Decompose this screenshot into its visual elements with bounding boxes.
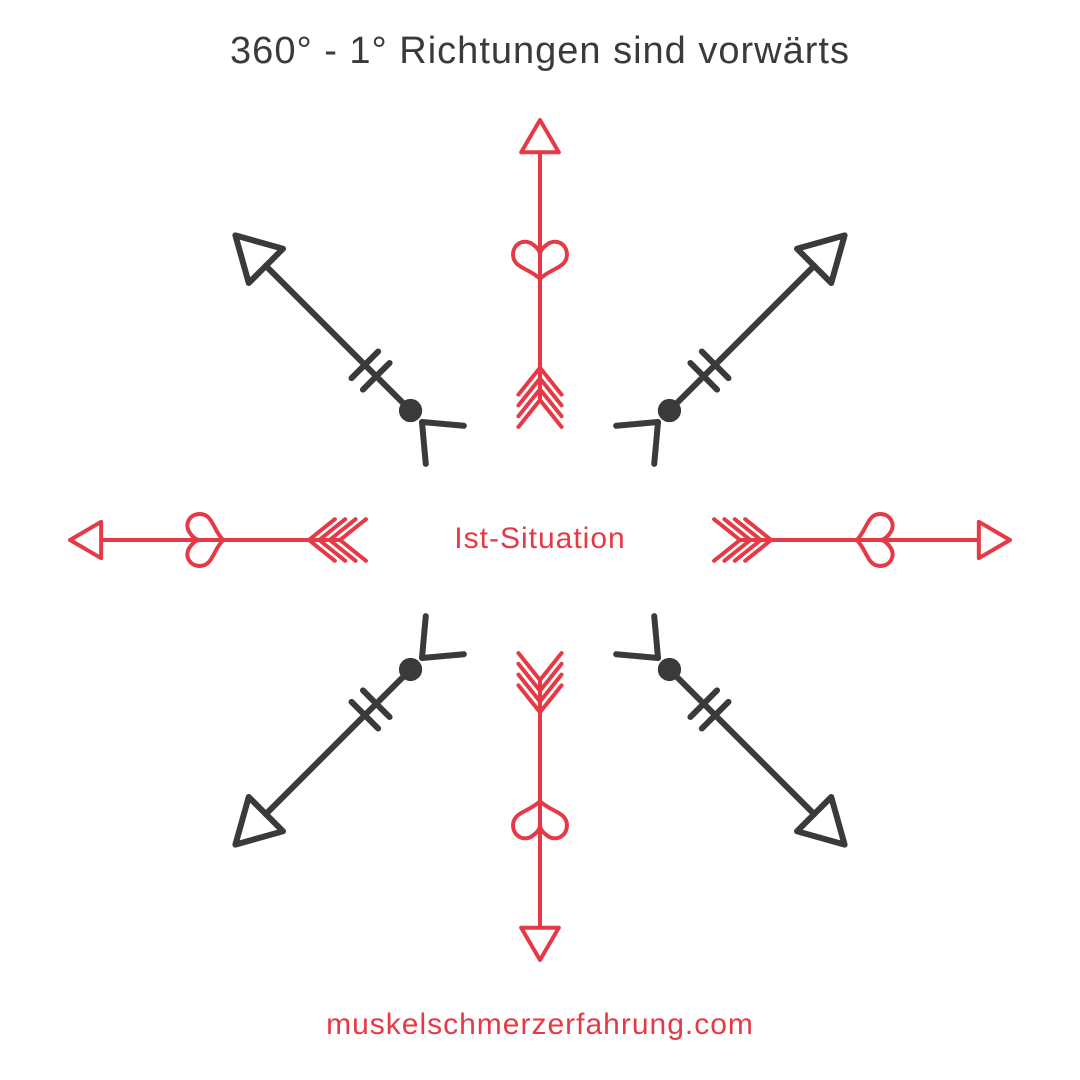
direction-arrow xyxy=(616,616,863,863)
direction-arrow xyxy=(70,514,366,566)
direction-arrow xyxy=(216,216,463,463)
arrow-diagram xyxy=(0,0,1080,1080)
direction-arrow xyxy=(513,653,567,960)
direction-arrow xyxy=(616,216,863,463)
direction-arrow xyxy=(216,616,463,863)
direction-arrow xyxy=(714,514,1010,566)
direction-arrow xyxy=(513,120,567,427)
